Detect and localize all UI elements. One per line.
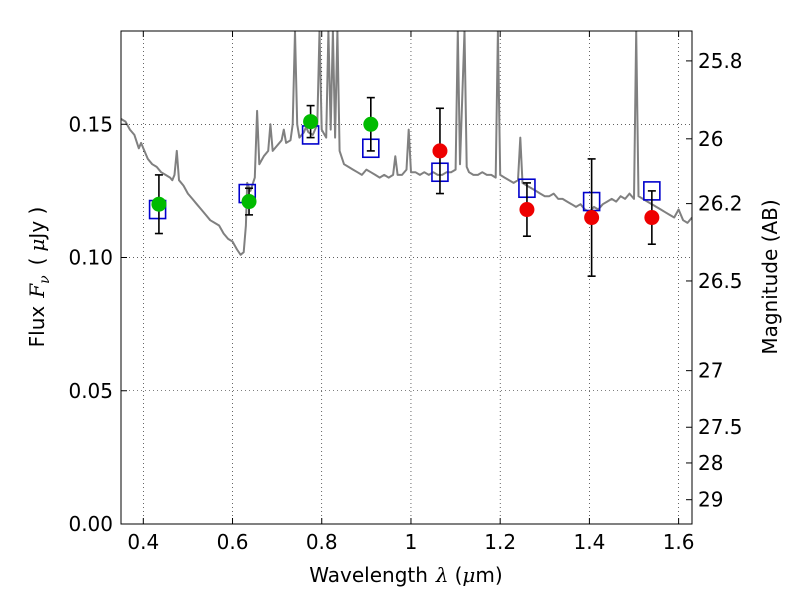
y-tick-label: 0.05 (68, 379, 113, 403)
y2-tick-label: 28 (698, 451, 723, 475)
x-tick-label: 1 (405, 530, 418, 554)
y2-axis-label: Magnitude (AB) (758, 199, 782, 354)
x-axis-label: Wavelength λ (μm) (309, 563, 502, 587)
y2-tick-label: 27.5 (698, 415, 743, 439)
observed-photometry-point (241, 194, 257, 210)
y2-tick-label: 26.5 (698, 269, 743, 293)
plot-area (121, 31, 692, 277)
x-tick-label: 0.8 (306, 530, 338, 554)
grid-lines (121, 31, 692, 525)
model-spectrum-line (121, 31, 692, 256)
axis-ticks: 0.4 0.6 0.8 1 1.2 1.4 1.6 0.00 0.05 0.10 0.15 25.8 2… (68, 31, 743, 554)
observed-photometry-point (584, 210, 600, 226)
x-tick-label: 1.2 (484, 530, 516, 554)
x-tick-label: 0.6 (217, 530, 249, 554)
x-tick-label: 0.4 (127, 530, 159, 554)
y2-tick-label: 26 (698, 127, 723, 151)
observed-photometry-point (519, 202, 535, 218)
y2-tick-label: 29 (698, 488, 723, 512)
observed-photometry-point (303, 114, 319, 130)
y2-tick-label: 27 (698, 359, 723, 383)
plot-frame (120, 30, 693, 525)
y-tick-label: 0.00 (68, 512, 113, 536)
y-tick-label: 0.10 (68, 246, 113, 270)
x-tick-label: 1.4 (573, 530, 605, 554)
y2-tick-label: 26.2 (698, 192, 743, 216)
observed-photometry-point (644, 210, 660, 226)
y-axis-label: FluxFν(μJy ) (25, 207, 53, 348)
observed-photometry-point (151, 196, 167, 212)
observed-photometry-point (432, 143, 448, 159)
observed-photometry-point (363, 116, 379, 132)
y-tick-label: 0.15 (68, 112, 113, 136)
x-tick-label: 1.6 (663, 530, 695, 554)
y2-tick-label: 25.8 (698, 49, 743, 73)
